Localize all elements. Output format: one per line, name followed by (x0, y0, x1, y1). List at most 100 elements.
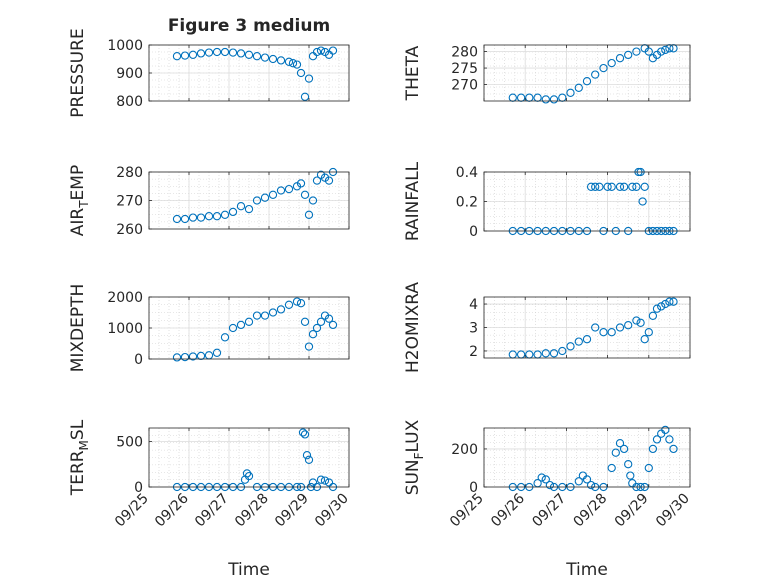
data-point (316, 475, 326, 484)
x-tick-label: 09/27 (192, 491, 232, 531)
data-point (304, 455, 314, 464)
subplot-1: 800 900 1000 PRESSURE Figure 3 medium (68, 16, 350, 118)
y-tick-label: 3 (469, 321, 478, 337)
data-point (212, 47, 222, 57)
data-point (188, 50, 198, 59)
data-point (541, 349, 550, 358)
data-point (615, 439, 625, 448)
data-point (541, 95, 550, 104)
y-tick-label: 4 (469, 297, 478, 313)
data-point (648, 444, 658, 454)
data-point (603, 182, 612, 191)
data-point (220, 47, 230, 57)
data-point (591, 70, 600, 79)
data-point (632, 47, 641, 56)
data-point (276, 305, 286, 314)
data-point (632, 316, 641, 325)
data-point (636, 318, 645, 327)
axes-frame (483, 427, 691, 488)
y-tick-label: 0 (134, 480, 143, 496)
data-point (296, 68, 306, 78)
data-point (260, 53, 270, 62)
data-point (669, 297, 678, 306)
data-point (244, 471, 254, 481)
axes-frame (148, 427, 350, 488)
data-point (172, 52, 182, 61)
data-point (304, 342, 314, 351)
data-point (661, 45, 670, 55)
data-point (312, 323, 322, 333)
data-point (632, 182, 641, 191)
data-point (308, 330, 318, 339)
data-point (304, 74, 314, 83)
y-tick-label: 200 (451, 442, 478, 458)
y-tick-label: 900 (116, 66, 143, 82)
data-point (574, 337, 583, 346)
subplot-3: 260 270 280 AIRTEMP (68, 165, 350, 238)
data-point (652, 435, 662, 444)
data-point (591, 182, 600, 191)
data-point (669, 444, 678, 454)
chart-title: Figure 3 medium (168, 16, 330, 36)
data-point (244, 50, 254, 59)
data-point (640, 335, 649, 344)
data-point (652, 304, 662, 313)
data-point (212, 212, 222, 221)
y-tick-label: 1000 (107, 321, 143, 337)
y-axis-label: PRESSURE (68, 28, 88, 117)
data-point (624, 321, 633, 330)
data-point (328, 320, 338, 330)
x-tick-label: 09/30 (312, 491, 352, 531)
data-point (300, 430, 310, 439)
data-point (549, 95, 559, 104)
data-point (661, 425, 670, 435)
data-point (300, 317, 310, 326)
data-point (196, 49, 206, 58)
data-point (172, 353, 182, 362)
data-point (644, 328, 653, 337)
data-point (328, 46, 338, 55)
x-tick-label: 09/25 (447, 491, 487, 531)
data-point (638, 197, 647, 206)
series-markers (172, 46, 338, 101)
data-point (607, 58, 616, 68)
x-tick-label: 09/28 (571, 491, 611, 531)
subplot-5: 0 1000 2000 MIXDEPTH (68, 284, 350, 372)
data-point (316, 46, 326, 55)
y-tick-label: 2 (469, 344, 478, 360)
data-point (595, 182, 604, 191)
data-point (284, 184, 294, 194)
data-point (296, 179, 306, 188)
data-point (599, 63, 608, 73)
data-point (312, 47, 322, 57)
data-point (268, 54, 278, 64)
data-point (268, 308, 278, 317)
data-point (640, 182, 649, 191)
data-point (657, 47, 666, 56)
data-point (582, 335, 592, 344)
data-point (276, 56, 286, 65)
y-tick-label: 280 (451, 45, 478, 61)
data-point (586, 480, 596, 490)
data-point (549, 349, 559, 358)
data-point (252, 52, 262, 61)
data-point (196, 351, 206, 361)
data-point (665, 297, 674, 306)
data-point (615, 323, 625, 332)
data-point (582, 77, 592, 86)
data-point (228, 207, 238, 217)
data-point (611, 448, 620, 457)
x-tick-label: 09/25 (112, 491, 152, 531)
data-point (284, 57, 294, 66)
y-axis-label: AIRTEMP (68, 165, 91, 236)
y-tick-label: 0 (134, 352, 143, 368)
x-tick-label: 09/27 (529, 491, 569, 531)
data-point (172, 214, 182, 224)
data-point (196, 213, 206, 222)
data-point (582, 475, 592, 484)
y-tick-label: 0 (469, 224, 478, 240)
subplot-4: 0 0.2 0.4 RAINFALL (403, 161, 691, 241)
y-axis-label: H2OMIXRA (403, 282, 423, 373)
